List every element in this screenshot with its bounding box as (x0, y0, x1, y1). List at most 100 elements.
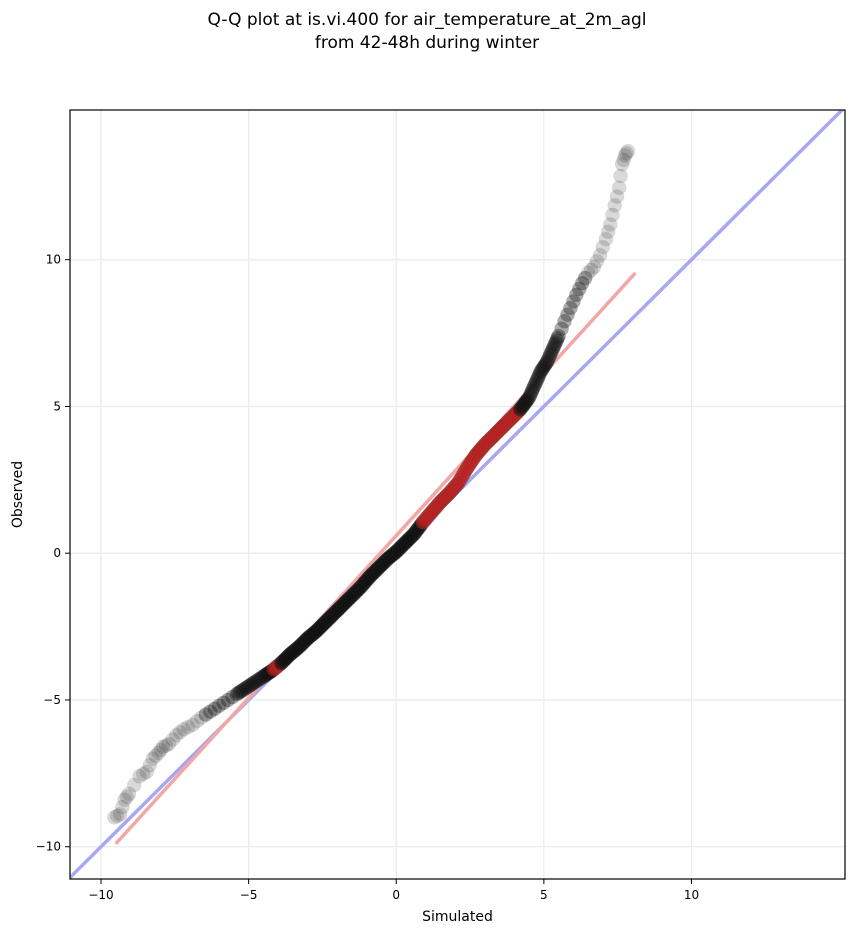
data-point (126, 777, 142, 793)
data-point (600, 224, 616, 240)
data-point (231, 685, 246, 701)
data-point (535, 360, 551, 376)
data-point (620, 143, 636, 159)
plot-frame (69, 109, 846, 880)
data-point (148, 748, 163, 764)
y-tick-label: −5 (43, 693, 61, 707)
data-point (185, 717, 200, 733)
data-point (132, 768, 147, 784)
data-point (121, 786, 137, 802)
data-point (598, 231, 614, 247)
y-tick-label: 0 (53, 546, 61, 560)
data-point (189, 713, 205, 729)
data-point (530, 370, 546, 386)
data-point (613, 168, 628, 184)
data-point (211, 698, 227, 714)
data-point (233, 683, 249, 699)
data-point (244, 676, 259, 692)
data-point (557, 313, 572, 329)
data-point (153, 742, 169, 758)
data-point (202, 704, 218, 720)
data-point (532, 366, 548, 381)
data-point (533, 363, 549, 379)
data-point (568, 287, 584, 303)
data-point (617, 148, 633, 163)
data-point (595, 239, 611, 255)
data-point (198, 707, 214, 722)
data-point (245, 675, 261, 691)
data-point (607, 198, 623, 213)
data-point (547, 337, 563, 353)
data-point (155, 739, 171, 755)
data-point (548, 335, 564, 350)
data-point (525, 381, 541, 397)
data-point (241, 678, 256, 694)
data-point (242, 677, 258, 693)
data-point (541, 350, 557, 366)
data-point (520, 392, 535, 407)
data-point (235, 682, 250, 698)
data-point (619, 146, 634, 161)
data-point (523, 385, 539, 401)
data-point (524, 383, 540, 399)
data-point (526, 379, 542, 394)
y-axis-label: Observed (10, 461, 26, 528)
x-tick-label: 5 (540, 888, 548, 902)
data-point (522, 388, 538, 403)
data-point (119, 789, 135, 805)
y-tick-label: −10 (36, 840, 61, 854)
y-axis-ticks: −10 −5 0 5 10 (36, 253, 70, 854)
data-point (135, 766, 151, 782)
data-point (549, 333, 565, 348)
data-point (543, 346, 559, 361)
data-point (117, 792, 132, 808)
data-point (540, 352, 556, 368)
data-point (583, 262, 599, 278)
data-point (534, 362, 550, 378)
x-axis-label: Simulated (422, 909, 493, 925)
data-point (151, 745, 166, 761)
data-point (528, 374, 544, 390)
grid-lines (70, 110, 845, 879)
chart-title-line-1: Q-Q plot at is.vi.400 for air_temperatur… (207, 10, 646, 30)
data-point (521, 390, 537, 405)
data-point (145, 751, 160, 767)
data-point (172, 724, 188, 740)
data-point (165, 732, 180, 747)
data-point (139, 764, 155, 780)
data-point (560, 307, 575, 323)
data-point (107, 810, 122, 825)
data-point (554, 321, 569, 337)
data-point (571, 281, 587, 297)
data-point (238, 680, 253, 696)
chart-title-line-2: from 42-48h during winter (315, 33, 539, 53)
data-point (531, 368, 547, 383)
data-point (551, 328, 566, 344)
data-point (592, 248, 608, 263)
data-point (611, 180, 627, 196)
x-tick-label: 10 (684, 888, 699, 902)
x-tick-label: −5 (240, 888, 258, 902)
data-point (566, 294, 581, 309)
data-point (542, 348, 558, 364)
data-point (563, 300, 578, 316)
data-point (239, 679, 255, 695)
data-point (180, 719, 196, 735)
data-point (537, 358, 553, 373)
data-point (616, 152, 631, 168)
data-point (109, 808, 125, 824)
data-point (229, 686, 245, 702)
fit-line (114, 271, 637, 845)
data-point (577, 270, 593, 286)
data-point (142, 757, 157, 773)
data-point (247, 674, 262, 690)
data-point (115, 799, 130, 815)
data-point (605, 207, 620, 223)
data-point (586, 259, 602, 275)
data-point (544, 344, 560, 359)
x-tick-label: −10 (88, 888, 113, 902)
data-point (614, 157, 630, 172)
y-tick-label: 5 (53, 399, 61, 413)
x-axis-ticks: −10 −5 0 5 10 (88, 879, 699, 902)
data-point (539, 355, 555, 370)
